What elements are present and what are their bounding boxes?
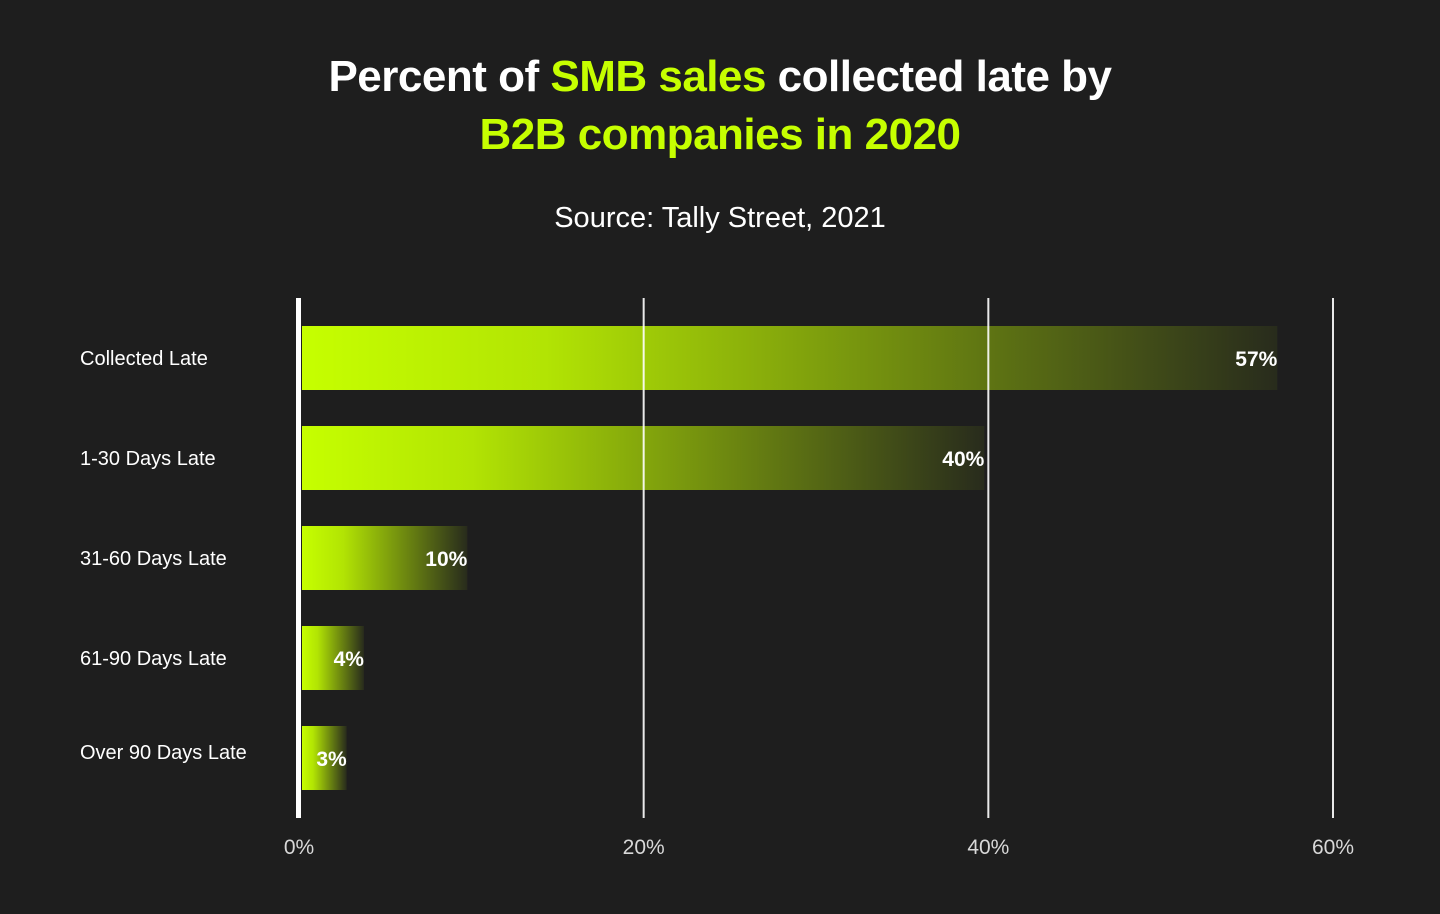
chart-title: Percent of SMB sales collected late by B… [0, 48, 1440, 164]
chart-subtitle: Source: Tally Street, 2021 [554, 202, 886, 234]
data-label: 40% [942, 448, 984, 471]
x-tick-label: 60% [1312, 836, 1354, 859]
title-highlight: B2B companies in 2020 [479, 110, 961, 159]
bar [302, 626, 364, 690]
title-text: Percent of [328, 52, 551, 101]
title-highlight: SMB sales [550, 52, 766, 101]
category-label: 1-30 Days Late [80, 448, 216, 470]
bar [302, 726, 347, 790]
y-axis-line [296, 298, 301, 818]
category-label: Collected Late [80, 348, 208, 370]
category-label: Over 90 Days Late [80, 742, 247, 764]
data-label: 3% [316, 748, 347, 771]
x-tick-label: 0% [284, 836, 314, 859]
data-label: 57% [1235, 348, 1277, 371]
title-text: collected late by [765, 52, 1112, 101]
x-tick-label: 40% [967, 836, 1009, 859]
category-label: 31-60 Days Late [80, 548, 227, 570]
data-label: 4% [334, 648, 365, 671]
data-label: 10% [425, 548, 467, 571]
x-tick-label: 20% [623, 836, 665, 859]
category-label: 61-90 Days Late [80, 648, 227, 670]
bar [302, 526, 468, 590]
bar [302, 326, 1278, 390]
